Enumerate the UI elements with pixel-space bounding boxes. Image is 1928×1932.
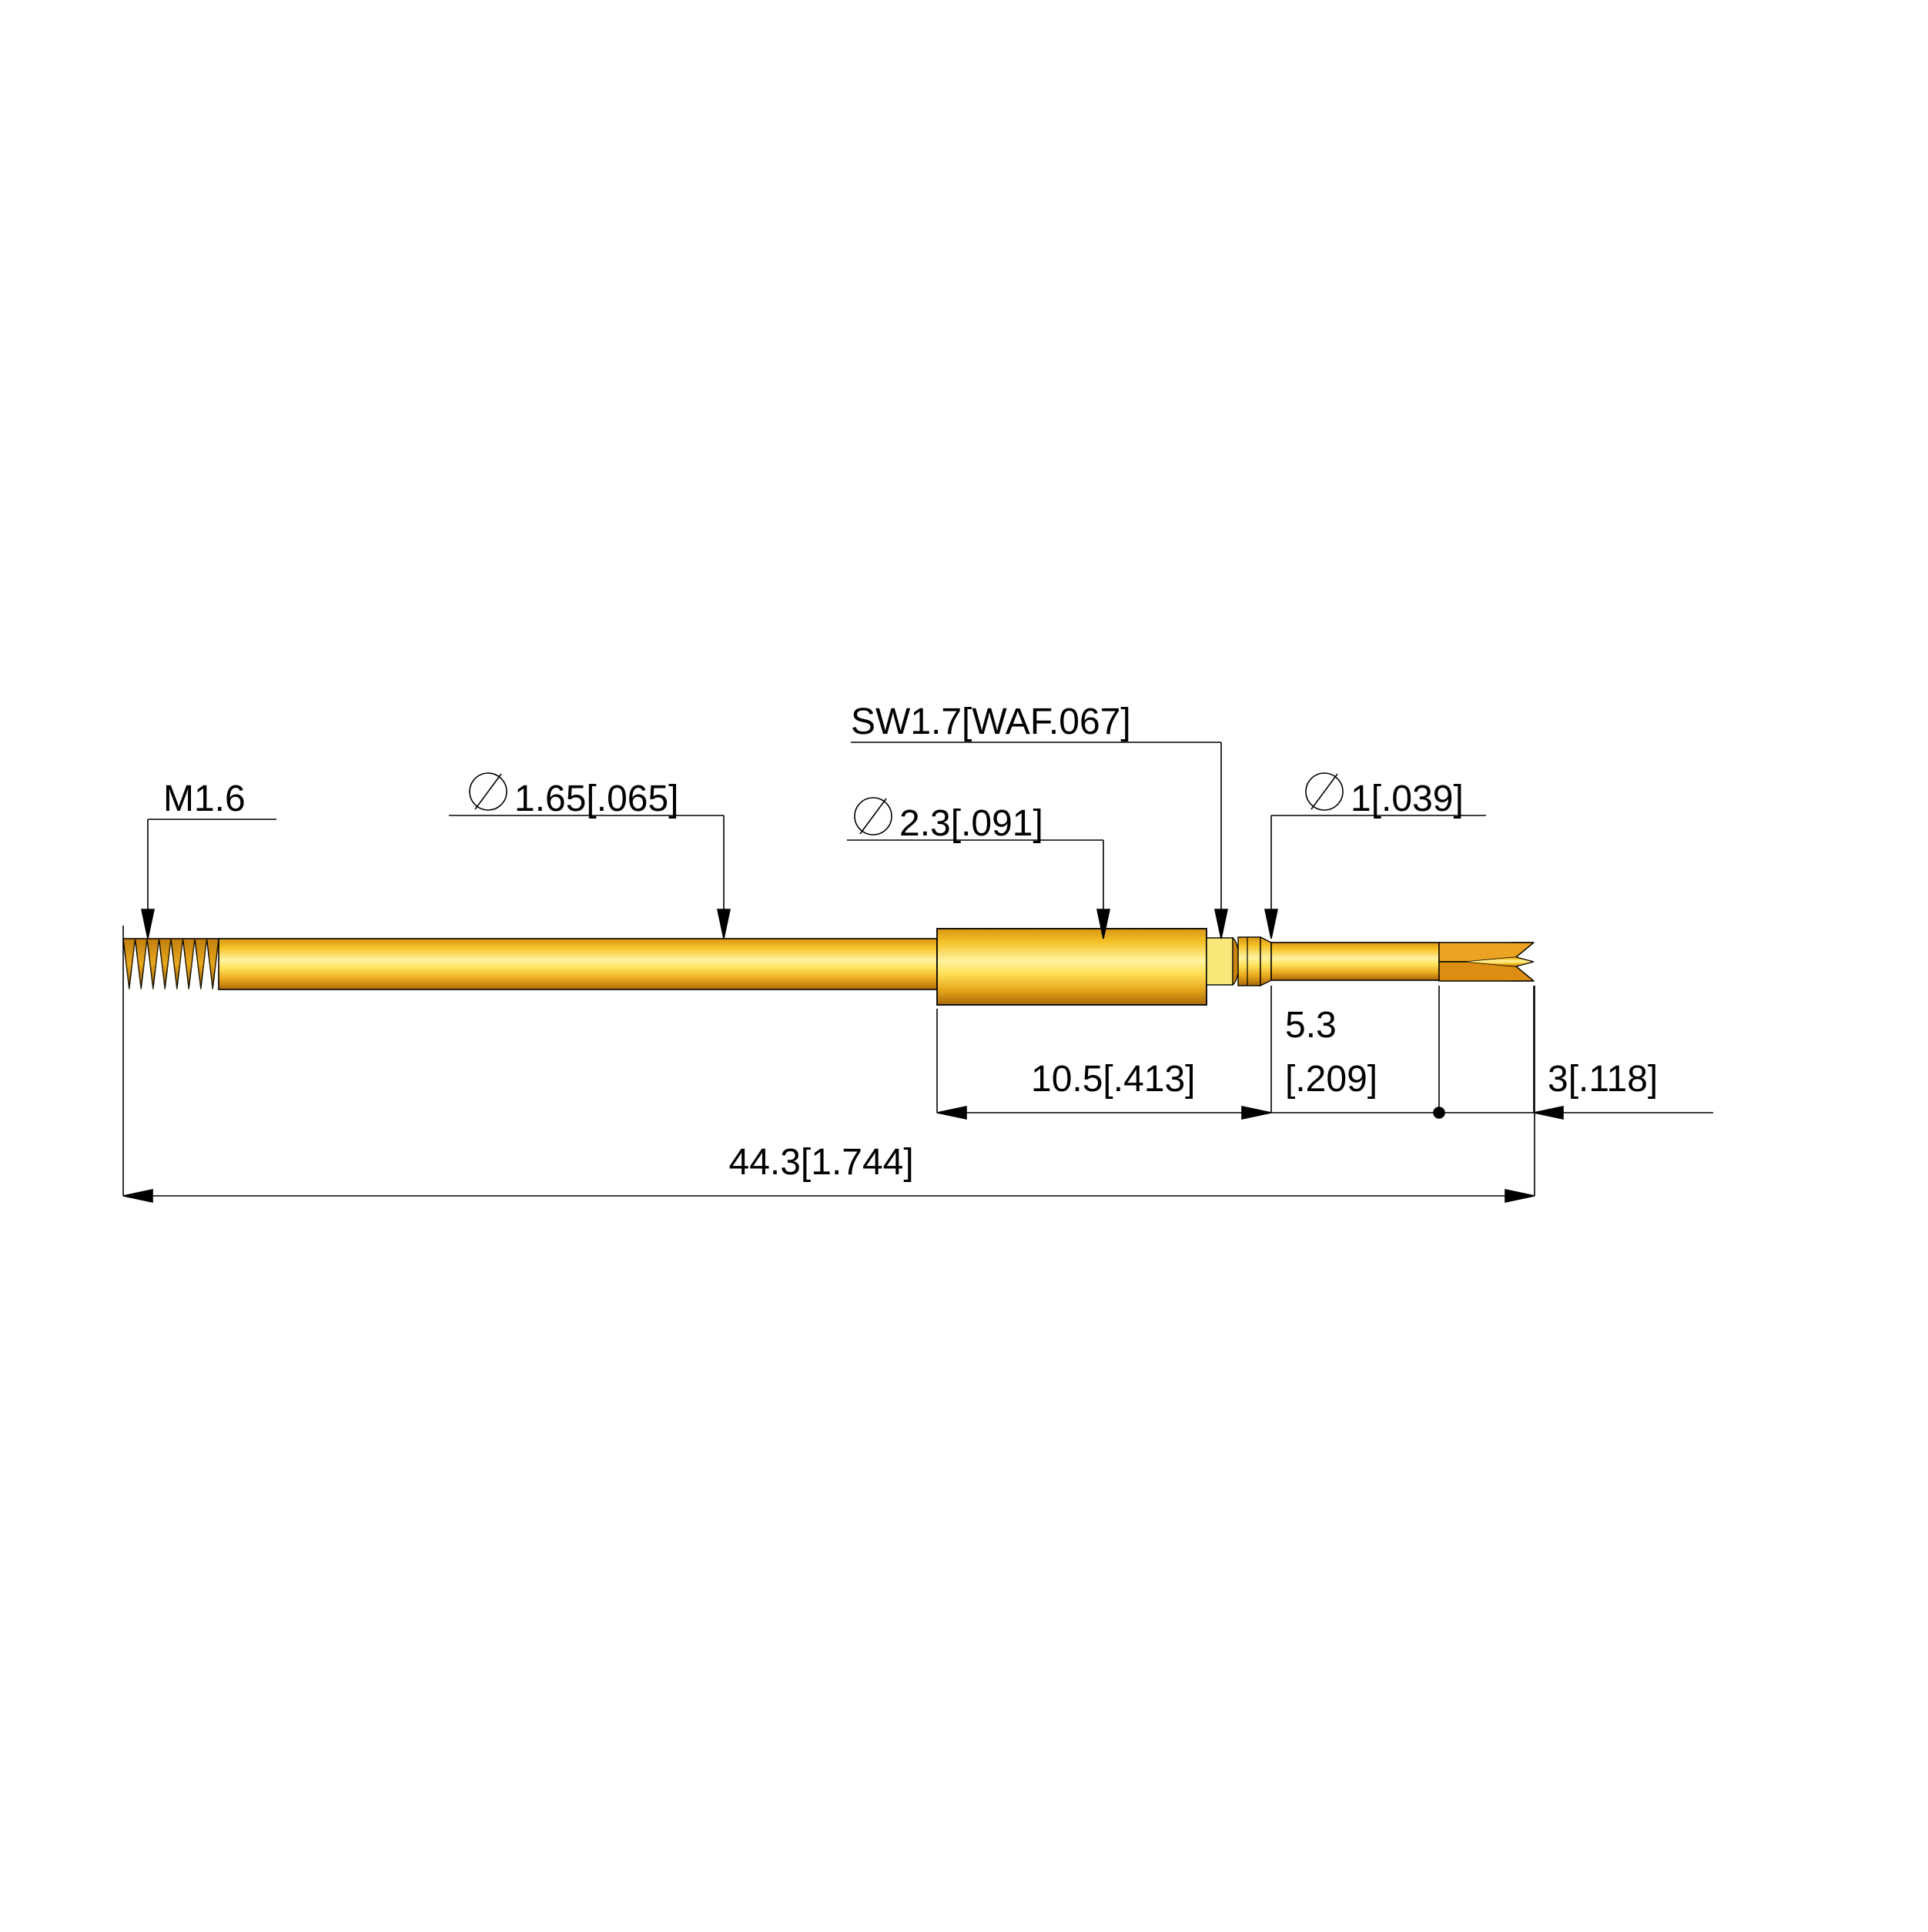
svg-text:2.3[.091]: 2.3[.091]: [899, 803, 1043, 844]
svg-text:1[.039]: 1[.039]: [1351, 778, 1464, 819]
svg-text:10.5[.413]: 10.5[.413]: [1031, 1059, 1196, 1100]
svg-text:[.209]: [.209]: [1285, 1059, 1377, 1100]
svg-text:3[.118]: 3[.118]: [1548, 1059, 1658, 1100]
svg-text:5.3: 5.3: [1285, 1005, 1337, 1046]
svg-text:M1.6: M1.6: [163, 778, 246, 819]
svg-text:SW1.7[WAF.067]: SW1.7[WAF.067]: [851, 701, 1131, 742]
svg-text:44.3[1.744]: 44.3[1.744]: [729, 1142, 914, 1183]
svg-text:1.65[.065]: 1.65[.065]: [514, 778, 679, 819]
